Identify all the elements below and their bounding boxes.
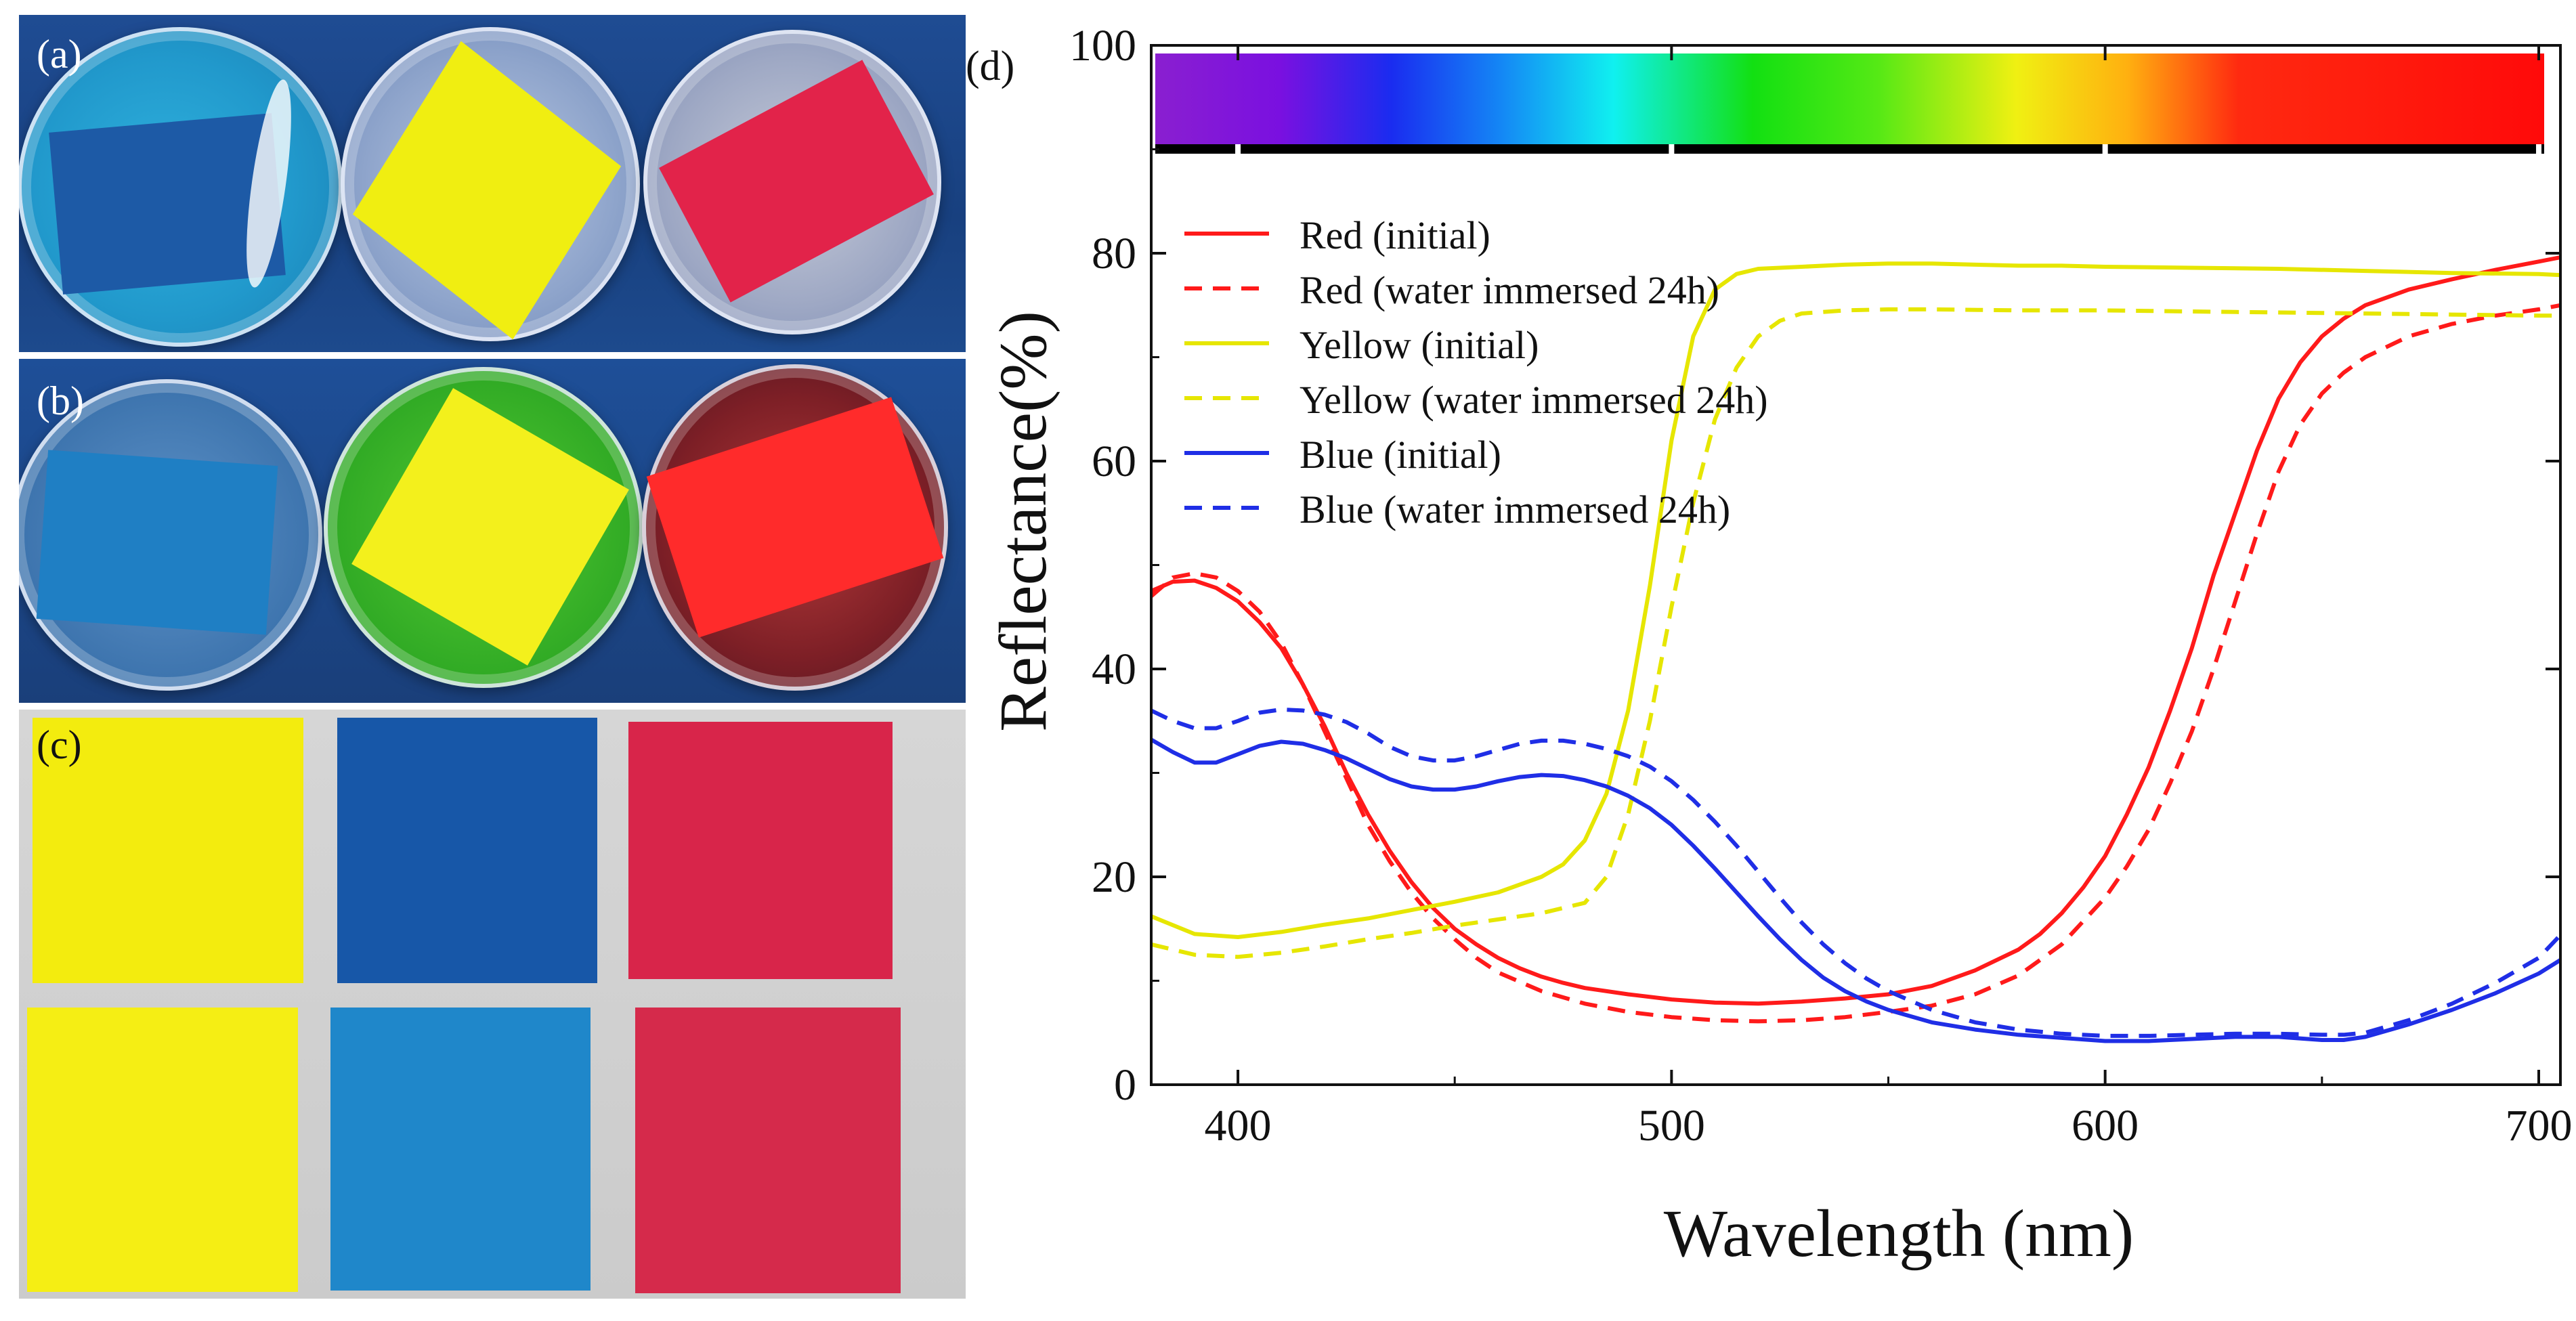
petri-dish-blue [19,27,343,347]
yellow-paper [352,41,622,340]
legend-label-2: Yellow (initial) [1300,323,1539,367]
legend-label-3: Yellow (water immersed 24h) [1300,378,1768,422]
legend-label-0: Red (initial) [1300,213,1490,257]
y-tick-label: 80 [1092,229,1136,278]
legend-label-1: Red (water immersed 24h) [1300,268,1719,312]
photo-panel-a: (a) [19,15,966,352]
petri-dish-yellow [341,27,640,341]
spectrum-baseline [1155,144,2544,154]
series-line-1 [1150,303,2561,1024]
y-tick-label: 40 [1092,645,1136,694]
panel-label-c: (c) [37,722,82,767]
series-line-3 [1151,307,2560,959]
blue-paper-dry-2 [330,1008,591,1291]
series-line-5 [1150,707,2562,1038]
y-tick-label: 100 [1069,21,1136,70]
x-tick-label: 400 [1205,1101,1272,1150]
y-tick-label: 0 [1114,1060,1136,1110]
y-tick-label: 60 [1092,437,1136,486]
photo-panel-b: (b) [19,359,966,703]
x-tick-label: 500 [1638,1101,1705,1150]
blue-paper-wet [36,450,278,635]
petri-dish-red [643,30,941,334]
series-line-2 [1150,261,2561,939]
y-axis-label: Reflectance(%) [985,311,1060,732]
yellow-paper-wet [351,388,629,666]
visible-spectrum-bar [1155,53,2544,154]
x-axis-label: Wavelength (nm) [1664,1196,2134,1271]
y-tick-label: 20 [1092,852,1136,902]
spectrum-tick-gap [1235,144,1241,154]
spectrum-gradient [1155,53,2544,144]
petri-dish-blue-water [19,379,322,691]
reflectance-chart: 400 500 600 700 0 20 40 60 80 100 Red (initial) Re… [966,21,2572,1271]
yellow-paper-dry-1 [33,718,303,983]
red-paper [659,60,934,303]
red-paper-wet [646,397,944,638]
series-line-4 [1150,737,2562,1043]
spectrum-tick-gap [1669,144,1675,154]
legend-label-5: Blue (water immersed 24h) [1300,488,1730,532]
panel-label-d: (d) [966,43,1014,89]
x-tick-label: 700 [2505,1101,2572,1150]
petri-dish-red-water [642,364,948,691]
spectrum-tick-gap [2102,144,2108,154]
panel-label-b: (b) [37,378,84,423]
x-tick-label: 600 [2071,1101,2139,1150]
panel-label-a: (a) [37,32,82,77]
petri-dish-yellow-water [324,367,643,688]
photo-panel-c: (c) [19,710,966,1299]
yellow-paper-dry-2 [27,1008,298,1292]
series-line-0 [1150,255,2561,1006]
chart-panel-d: 400 500 600 700 0 20 40 60 80 100 Red (initial) Re… [966,0,2576,1318]
plot-frame [1150,44,2562,1086]
legend-label-4: Blue (initial) [1300,433,1501,477]
red-paper-dry-2 [635,1008,901,1293]
blue-paper-dry-1 [337,718,597,983]
spectrum-tick-gap [2535,144,2541,154]
red-paper-dry-1 [628,722,893,979]
